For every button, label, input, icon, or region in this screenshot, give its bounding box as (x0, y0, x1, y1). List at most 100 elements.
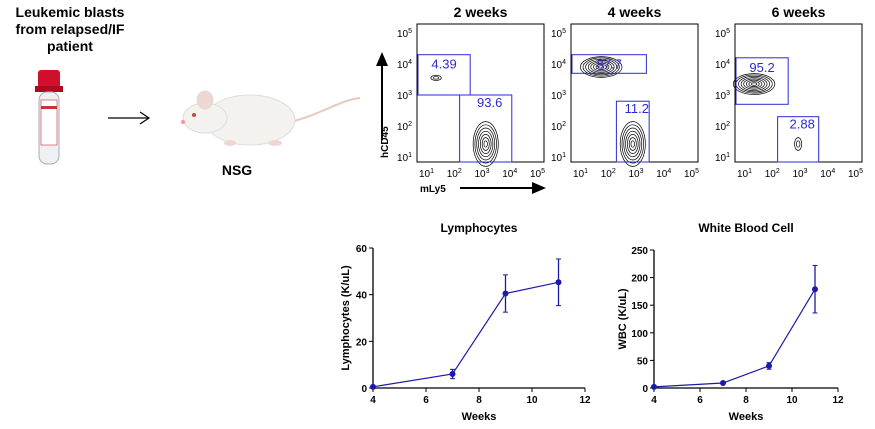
x-tick-label: 104 (820, 168, 835, 180)
gate-percentage: 2.88 (790, 117, 815, 132)
tick-exponent: 2 (408, 121, 412, 128)
x-tick-label: 103 (475, 168, 490, 180)
tick-exponent: 2 (562, 121, 566, 128)
tick-exponent: 5 (695, 168, 699, 175)
x-tick-label: 105 (530, 168, 545, 180)
y-tick-label: 103 (551, 90, 566, 102)
arrow-head (532, 182, 546, 194)
y-tick-label: 40 (356, 291, 368, 302)
contour (590, 61, 612, 73)
x-tick-label: 10 (526, 395, 538, 406)
tick-exponent: 4 (408, 59, 412, 66)
y-tick-label: 102 (397, 121, 412, 133)
gate-percentage: 11.2 (625, 101, 649, 116)
x-tick-label: 105 (684, 168, 699, 180)
tick-exponent: 1 (726, 152, 730, 159)
y-tick-label: 100 (631, 329, 648, 340)
gate (459, 94, 513, 163)
contour (623, 127, 643, 161)
x-axis-label: Weeks (729, 411, 764, 423)
y-tick-label: 103 (397, 90, 412, 102)
y-axis-label: hCD45 (380, 126, 391, 158)
y-tick-label: 105 (715, 28, 730, 40)
contour (794, 137, 803, 151)
contour (478, 130, 494, 158)
data-point (720, 380, 726, 387)
arrow-right-icon (108, 111, 151, 125)
contour (472, 121, 499, 167)
tick-exponent: 3 (726, 90, 730, 97)
tick-exponent: 1 (430, 168, 434, 175)
y-tick-label: 103 (715, 90, 730, 102)
x-tick-label: 8 (743, 395, 749, 406)
flow-plot-3: 6 weeks 101 101 102 102 103 103 104 104 105 105 95.… (715, 4, 863, 180)
x-tick-label: 12 (579, 395, 591, 406)
x-tick-label: 104 (656, 168, 671, 180)
flow-plot-2: 4 weeks 101 101 102 102 103 103 104 104 105 105 87.… (551, 4, 699, 180)
contour (585, 58, 618, 76)
contour (433, 76, 440, 80)
tick-exponent: 1 (408, 152, 412, 159)
contour (476, 127, 496, 161)
gate (417, 54, 471, 96)
tick-exponent: 2 (458, 168, 462, 175)
y-tick-label: 104 (397, 59, 412, 71)
gate-percentage: 4.39 (431, 57, 456, 72)
contour (619, 121, 646, 167)
tick-exponent: 2 (776, 168, 780, 175)
contour (738, 75, 771, 93)
series-line (653, 288, 816, 388)
arrow-head (376, 52, 388, 66)
contour (751, 82, 758, 86)
y-tick-label: 150 (631, 301, 648, 312)
tick-exponent: 4 (831, 168, 835, 175)
y-tick-label: 104 (715, 59, 730, 71)
chart-title: White Blood Cell (698, 221, 793, 235)
data-point (651, 383, 657, 390)
panel-title: 6 weeks (772, 4, 826, 20)
tick-exponent: 5 (726, 28, 730, 35)
contour (745, 79, 763, 89)
tick-exponent: 4 (562, 59, 566, 66)
y-tick-label: 104 (551, 59, 566, 71)
contour (598, 65, 605, 69)
data-point (812, 286, 818, 293)
mouse-label: NSG (221, 162, 253, 178)
tick-exponent: 2 (726, 121, 730, 128)
x-tick-label: 104 (502, 168, 517, 180)
contour (483, 140, 488, 148)
contour (430, 74, 442, 81)
contour (621, 124, 644, 164)
source-label: Leukemic blasts from relapsed/IF patient (15, 4, 125, 54)
contour (582, 57, 620, 77)
tick-exponent: 4 (513, 168, 517, 175)
data-point (370, 383, 376, 390)
contour (743, 78, 765, 90)
y-axis-label: WBC (K/uL) (617, 288, 629, 349)
tick-exponent: 3 (804, 168, 808, 175)
x-tick-label: 8 (476, 395, 482, 406)
contour (595, 64, 607, 70)
tick-exponent: 2 (612, 168, 616, 175)
line-chart-1: Lymphocytes 4 6 8 10 12 0 20 40 60 Weeks Lymphocyte… (340, 221, 591, 423)
tick-exponent: 4 (726, 59, 730, 66)
contour (627, 134, 639, 154)
tick-exponent: 3 (486, 168, 490, 175)
x-tick-label: 12 (832, 395, 844, 406)
tick-exponent: 5 (562, 28, 566, 35)
line-chart-2: White Blood Cell 4 6 8 10 12 0 50 100 150 200 250 We… (617, 221, 844, 423)
plot-frame (570, 23, 699, 163)
gate (571, 54, 647, 74)
y-tick-label: 60 (356, 244, 368, 255)
y-tick-label: 50 (637, 356, 649, 367)
x-tick-label: 103 (793, 168, 808, 180)
chart-title: Lymphocytes (441, 221, 518, 235)
blood-tube-icon (35, 70, 63, 165)
gate-percentage: 95.2 (749, 60, 774, 75)
data-point (766, 362, 772, 369)
y-tick-label: 105 (397, 28, 412, 40)
y-tick-label: 105 (551, 28, 566, 40)
y-tick-label: 101 (551, 152, 566, 164)
contour (748, 81, 760, 88)
